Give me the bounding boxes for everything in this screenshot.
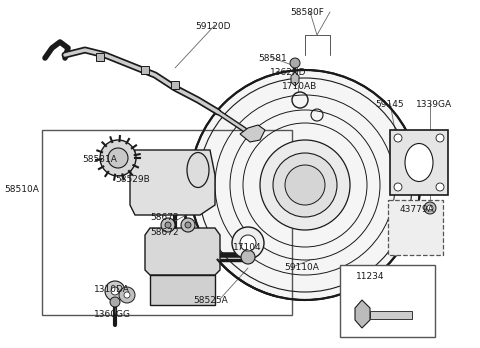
Text: 1360GG: 1360GG (94, 310, 131, 319)
Ellipse shape (405, 143, 433, 182)
Text: 58525A: 58525A (193, 296, 228, 305)
Text: 1710AB: 1710AB (282, 82, 317, 91)
Text: 59110A: 59110A (284, 263, 319, 272)
Circle shape (181, 218, 195, 232)
Text: 59145: 59145 (375, 100, 404, 109)
Circle shape (105, 281, 125, 301)
Bar (340, 265, 435, 337)
Circle shape (100, 140, 136, 176)
Text: 58510A: 58510A (4, 185, 39, 194)
Circle shape (290, 58, 300, 68)
Text: 58531A: 58531A (82, 155, 117, 164)
Polygon shape (145, 228, 220, 275)
Circle shape (124, 292, 130, 298)
Circle shape (394, 183, 402, 191)
Polygon shape (240, 125, 265, 142)
Circle shape (161, 218, 175, 232)
Text: 43779A: 43779A (400, 205, 435, 214)
Text: 1362ND: 1362ND (270, 68, 307, 77)
Text: 1339GA: 1339GA (416, 100, 452, 109)
Circle shape (436, 134, 444, 142)
Text: 58529B: 58529B (115, 175, 150, 184)
Circle shape (185, 222, 191, 228)
Circle shape (427, 205, 433, 211)
Bar (370, 311, 412, 319)
Bar (390, 130, 448, 195)
Bar (42, 130, 292, 315)
Ellipse shape (187, 152, 209, 188)
Bar (388, 200, 443, 255)
Polygon shape (150, 275, 215, 305)
Text: 17104: 17104 (233, 243, 262, 252)
Circle shape (110, 297, 120, 307)
Polygon shape (355, 300, 370, 328)
Circle shape (165, 222, 171, 228)
Text: 58581: 58581 (258, 54, 287, 63)
Circle shape (111, 287, 119, 295)
Circle shape (108, 148, 128, 168)
Polygon shape (130, 150, 215, 215)
Circle shape (285, 165, 325, 205)
Circle shape (119, 287, 135, 303)
Circle shape (241, 250, 255, 264)
Text: 58672: 58672 (150, 213, 179, 222)
Circle shape (260, 140, 350, 230)
Text: 58580F: 58580F (290, 8, 324, 17)
Circle shape (240, 235, 256, 251)
Bar (141, 66, 149, 74)
Text: 1310DA: 1310DA (94, 285, 130, 294)
Text: 59120D: 59120D (195, 22, 230, 31)
Circle shape (190, 70, 420, 300)
Polygon shape (291, 72, 299, 86)
Circle shape (424, 202, 436, 214)
Circle shape (273, 153, 337, 217)
Circle shape (394, 134, 402, 142)
Bar (171, 81, 179, 89)
Text: 58672: 58672 (150, 228, 179, 237)
Circle shape (232, 227, 264, 259)
Circle shape (436, 183, 444, 191)
Bar (96, 53, 104, 61)
Text: 11234: 11234 (356, 272, 384, 281)
